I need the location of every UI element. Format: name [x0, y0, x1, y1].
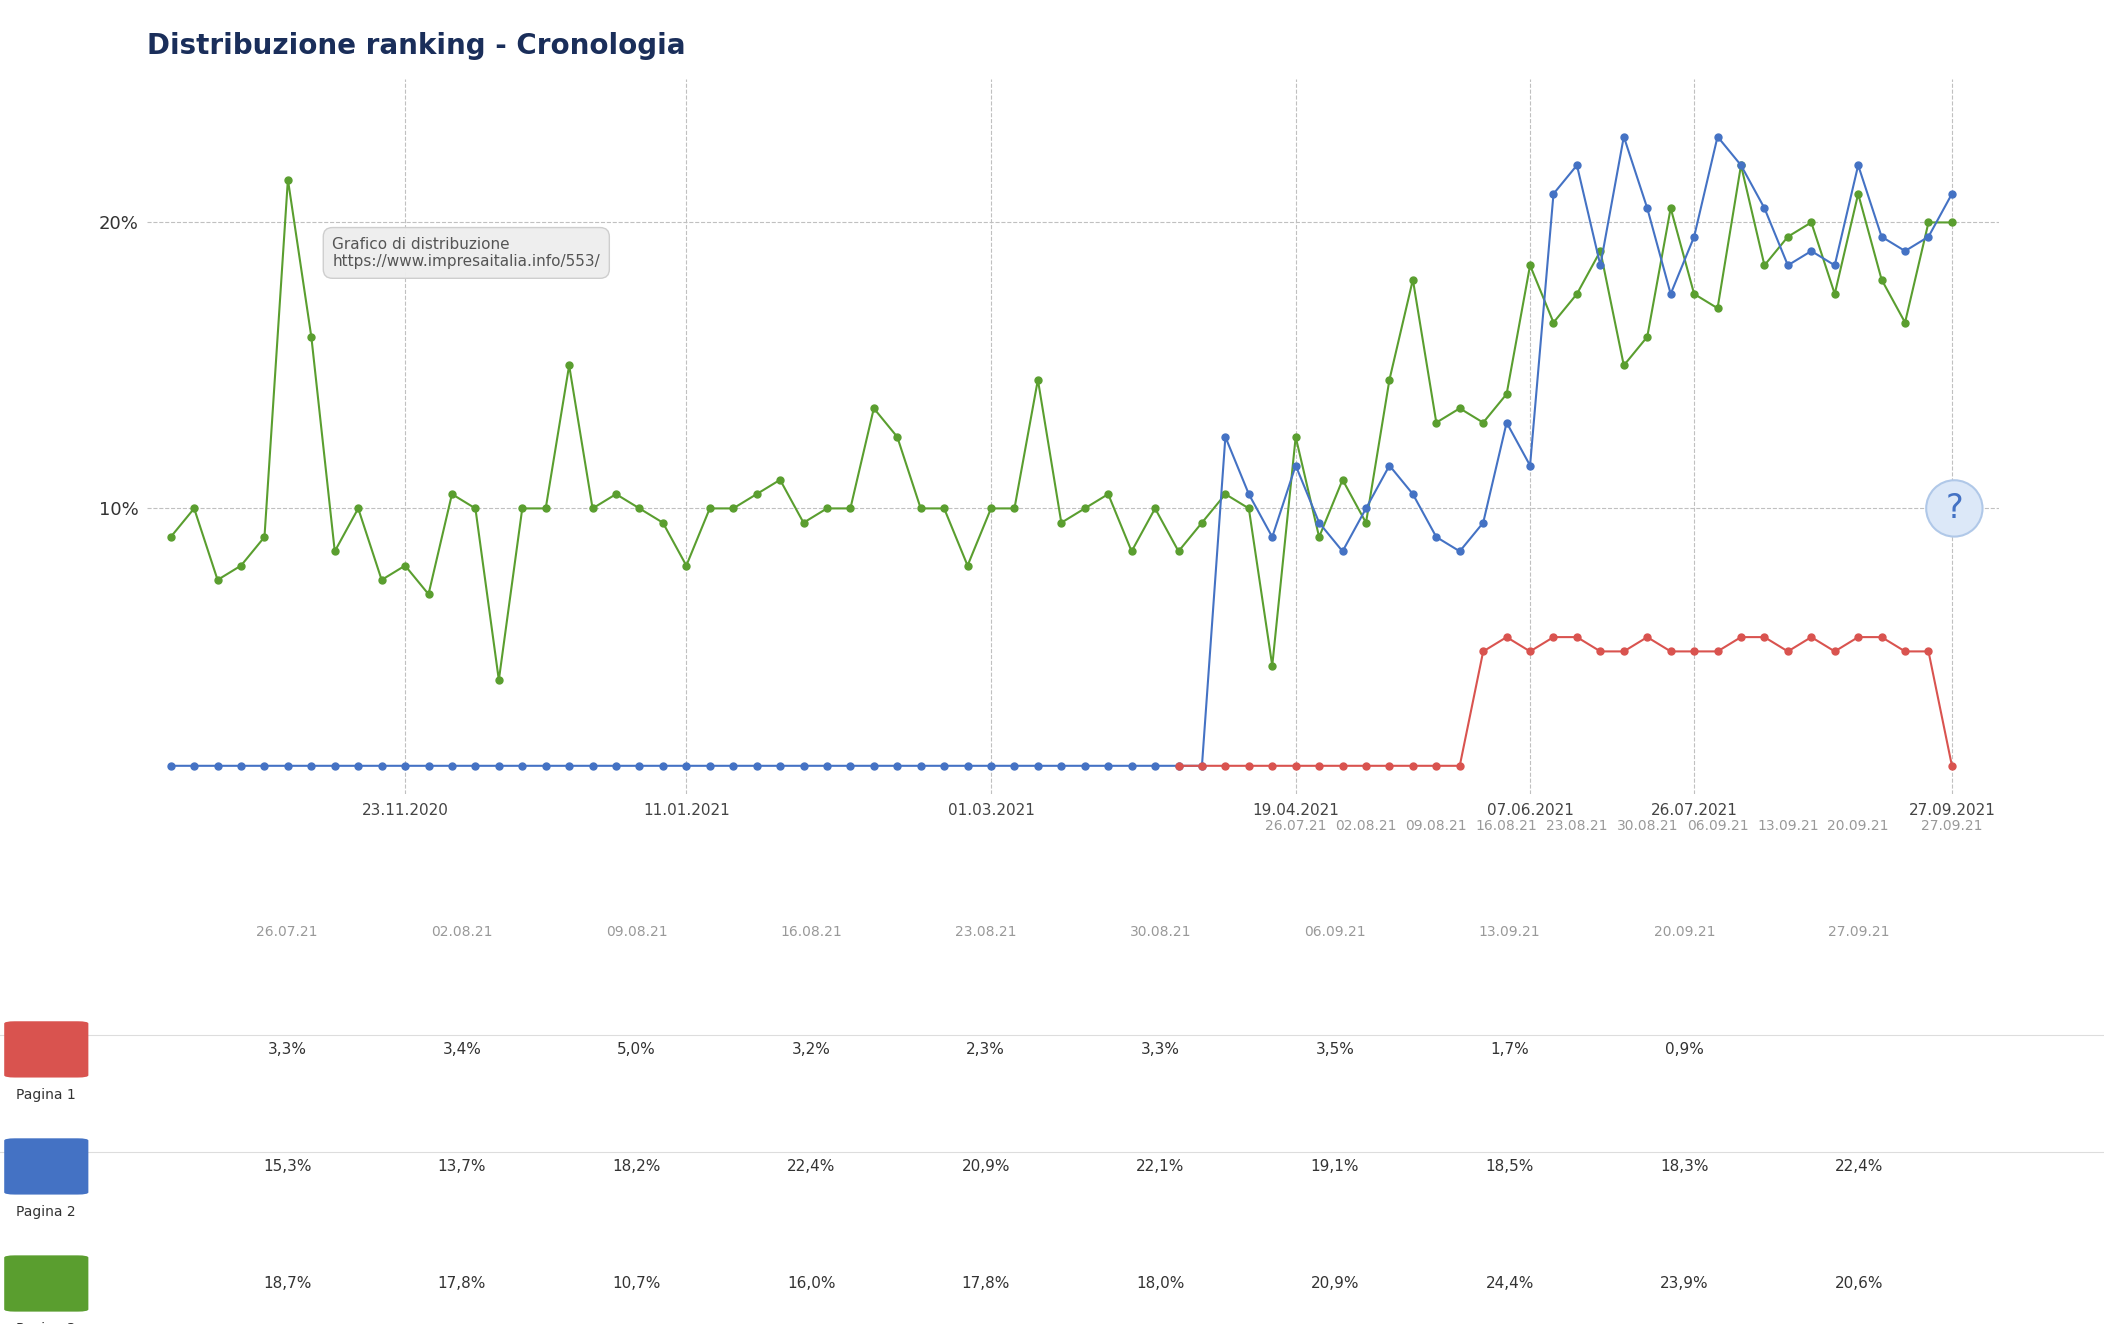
Text: 3,4%: 3,4%	[442, 1042, 482, 1057]
Text: 22,1%: 22,1%	[1136, 1158, 1185, 1174]
Text: ✓: ✓	[42, 1043, 50, 1057]
Text: 30.08.21: 30.08.21	[1616, 820, 1679, 833]
Text: 02.08.21: 02.08.21	[1336, 820, 1397, 833]
Text: 13.09.21: 13.09.21	[1479, 925, 1540, 939]
Text: Grafico di distribuzione
https://www.impresaitalia.info/553/: Grafico di distribuzione https://www.imp…	[332, 237, 600, 269]
Text: Distribuzione ranking - Cronologia: Distribuzione ranking - Cronologia	[147, 33, 686, 61]
Text: ✓: ✓	[42, 1160, 50, 1173]
Text: 26.07.21: 26.07.21	[257, 925, 318, 939]
Text: 3,2%: 3,2%	[791, 1042, 831, 1057]
Text: 09.08.21: 09.08.21	[1405, 820, 1466, 833]
Text: 18,0%: 18,0%	[1136, 1276, 1185, 1291]
FancyBboxPatch shape	[4, 1139, 88, 1194]
Text: Pagina 1: Pagina 1	[17, 1088, 76, 1102]
Text: 1,7%: 1,7%	[1490, 1042, 1530, 1057]
Text: 18,7%: 18,7%	[263, 1276, 311, 1291]
Text: 02.08.21: 02.08.21	[431, 925, 492, 939]
Text: 06.09.21: 06.09.21	[1304, 925, 1365, 939]
Text: 17,8%: 17,8%	[438, 1276, 486, 1291]
Text: 16.08.21: 16.08.21	[781, 925, 842, 939]
Text: 06.09.21: 06.09.21	[1687, 820, 1748, 833]
Text: 3,3%: 3,3%	[267, 1042, 307, 1057]
Text: 26.07.21: 26.07.21	[1265, 820, 1326, 833]
Text: 20,9%: 20,9%	[962, 1158, 1010, 1174]
Text: 20.09.21: 20.09.21	[1654, 925, 1715, 939]
Text: 20,9%: 20,9%	[1311, 1276, 1359, 1291]
Text: 20.09.21: 20.09.21	[1828, 820, 1889, 833]
Text: 5,0%: 5,0%	[616, 1042, 656, 1057]
Text: 16.08.21: 16.08.21	[1475, 820, 1538, 833]
Text: 18,3%: 18,3%	[1660, 1158, 1708, 1174]
Text: Pagina 2: Pagina 2	[17, 1205, 76, 1219]
Text: 19,1%: 19,1%	[1311, 1158, 1359, 1174]
Text: ✓: ✓	[42, 1276, 50, 1290]
Text: 24,4%: 24,4%	[1485, 1276, 1534, 1291]
Text: 30.08.21: 30.08.21	[1130, 925, 1191, 939]
Text: 3,3%: 3,3%	[1140, 1042, 1180, 1057]
Text: 27.09.21: 27.09.21	[1921, 820, 1982, 833]
Text: 22,4%: 22,4%	[787, 1158, 835, 1174]
Text: 15,3%: 15,3%	[263, 1158, 311, 1174]
Text: 20,6%: 20,6%	[1835, 1276, 1883, 1291]
Text: Pagina 3: Pagina 3	[17, 1323, 76, 1324]
Text: 13.09.21: 13.09.21	[1757, 820, 1818, 833]
Text: 18,2%: 18,2%	[612, 1158, 661, 1174]
Text: 09.08.21: 09.08.21	[606, 925, 667, 939]
Text: 2,3%: 2,3%	[966, 1042, 1006, 1057]
FancyBboxPatch shape	[4, 1021, 88, 1078]
Text: 23,9%: 23,9%	[1660, 1276, 1708, 1291]
Text: 23.08.21: 23.08.21	[955, 925, 1016, 939]
Text: 22,4%: 22,4%	[1835, 1158, 1883, 1174]
FancyBboxPatch shape	[4, 1255, 88, 1312]
Text: 0,9%: 0,9%	[1664, 1042, 1704, 1057]
Text: 27.09.21: 27.09.21	[1828, 925, 1889, 939]
Text: 10,7%: 10,7%	[612, 1276, 661, 1291]
Text: ?: ?	[1946, 493, 1963, 524]
Text: 13,7%: 13,7%	[438, 1158, 486, 1174]
Text: 17,8%: 17,8%	[962, 1276, 1010, 1291]
Text: 3,5%: 3,5%	[1315, 1042, 1355, 1057]
Text: 16,0%: 16,0%	[787, 1276, 835, 1291]
Text: 18,5%: 18,5%	[1485, 1158, 1534, 1174]
Text: 23.08.21: 23.08.21	[1546, 820, 1607, 833]
